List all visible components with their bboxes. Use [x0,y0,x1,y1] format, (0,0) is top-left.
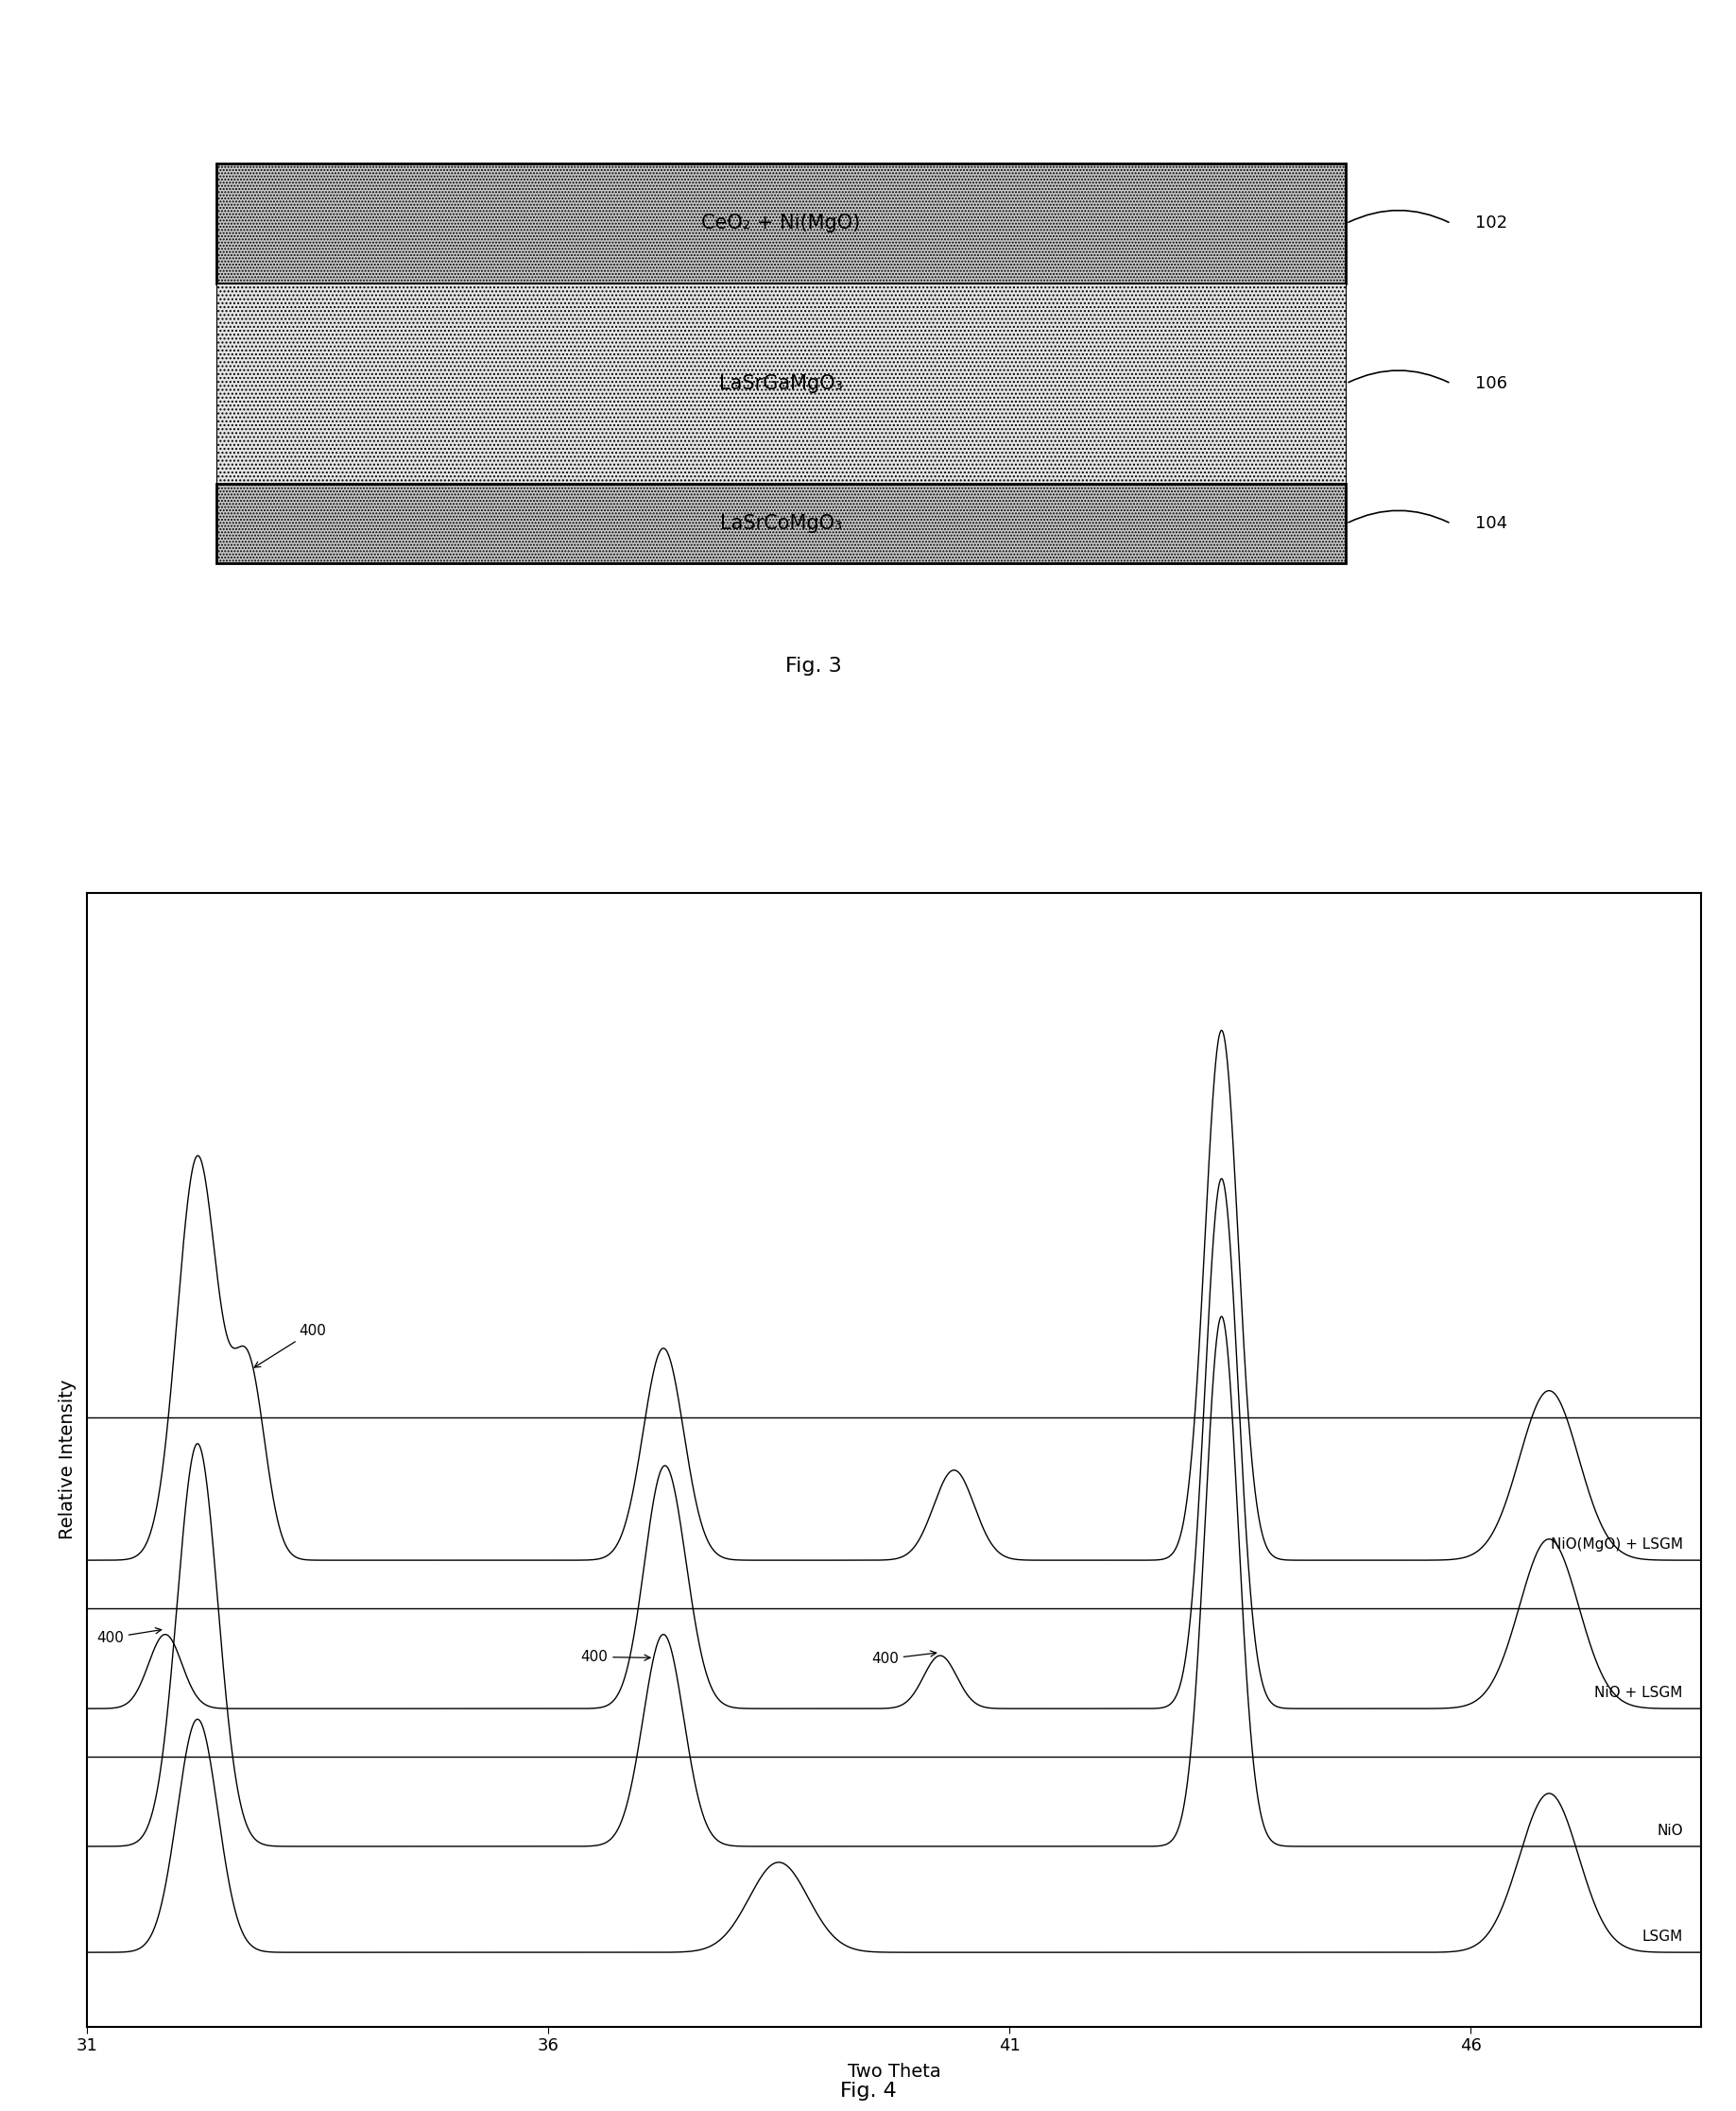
Text: 400: 400 [255,1324,326,1368]
Text: LaSrCoMgO₃: LaSrCoMgO₃ [720,515,842,534]
Text: LaSrGaMgO₃: LaSrGaMgO₃ [719,374,844,393]
Bar [215,483,1345,564]
Bar [215,163,1345,283]
Text: 400: 400 [95,1628,161,1644]
Text: 102: 102 [1476,215,1507,232]
Text: NiO + LSGM: NiO + LSGM [1595,1687,1682,1699]
Text: LSGM: LSGM [1642,1929,1682,1944]
X-axis label: Two Theta: Two Theta [847,2062,941,2081]
Text: CeO₂ + Ni(MgO): CeO₂ + Ni(MgO) [701,213,861,232]
Text: NiO(MgO) + LSGM: NiO(MgO) + LSGM [1550,1537,1682,1552]
Text: NiO: NiO [1656,1824,1682,1839]
Text: Fig. 3: Fig. 3 [785,657,842,676]
Bar [215,283,1345,483]
Text: 104: 104 [1476,515,1507,532]
Text: 106: 106 [1476,376,1507,393]
Y-axis label: Relative Intensity: Relative Intensity [59,1378,76,1539]
Text: 400: 400 [871,1651,936,1666]
Text: Fig. 4: Fig. 4 [840,2081,896,2100]
Text: 400: 400 [580,1651,651,1663]
